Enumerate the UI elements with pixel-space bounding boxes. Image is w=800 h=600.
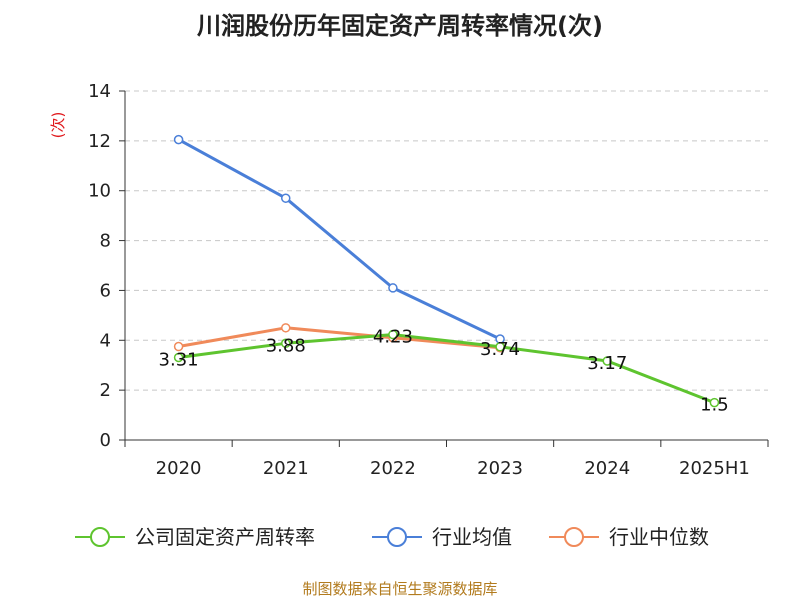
x-tick-label: 2023	[477, 458, 523, 479]
data-label: 3.74	[480, 339, 520, 360]
series-line-2	[177, 326, 502, 350]
legend-marker	[564, 527, 584, 547]
data-point	[388, 329, 398, 340]
data-point	[173, 341, 184, 352]
series-layer	[173, 134, 720, 408]
data-point	[495, 342, 505, 352]
axis-layer: 0 2 4 6 8 10 12 14 2020 2021 2022 2023 2024 2025H1	[88, 81, 769, 479]
data-point	[709, 397, 720, 408]
legend-label: 行业均值	[432, 525, 512, 549]
chart-title: 川润股份历年固定资产周转率情况(次)	[197, 12, 603, 40]
data-point	[281, 323, 291, 333]
data-point	[173, 134, 184, 145]
legend-label: 行业中位数	[609, 525, 709, 549]
legend-marker	[387, 527, 407, 547]
y-tick-label: 2	[100, 380, 111, 401]
x-tick-label: 2022	[370, 458, 416, 479]
y-tick-label: 6	[100, 280, 111, 301]
legend: 公司固定资产周转率 行业均值 行业中位数	[75, 525, 709, 549]
y-tick-label: 14	[88, 81, 111, 102]
data-label: 3.17	[587, 353, 627, 374]
y-tick-label: 4	[100, 330, 111, 351]
y-tick-label: 8	[100, 231, 111, 252]
y-tick-label: 10	[88, 181, 111, 202]
data-label-layer: 3.31 3.88 4.23 3.74 3.17 1.5	[159, 327, 729, 416]
grid-layer	[125, 90, 768, 391]
x-tick-label: 2025H1	[679, 458, 750, 479]
x-tick-label: 2020	[156, 458, 202, 479]
y-tick-label: 0	[100, 430, 111, 451]
data-point	[173, 352, 184, 363]
data-point	[281, 193, 291, 203]
source-note: 制图数据来自恒生聚源数据库	[302, 580, 497, 598]
series-line-1	[177, 138, 502, 341]
data-label: 4.23	[373, 327, 413, 348]
data-point	[281, 338, 291, 349]
series-line-0	[177, 333, 716, 405]
data-point	[602, 356, 612, 366]
y-axis-unit-label: (次)	[49, 112, 67, 139]
legend-label: 公司固定资产周转率	[135, 525, 315, 549]
y-tick-label: 12	[88, 131, 111, 152]
x-tick-label: 2024	[584, 458, 630, 479]
data-label: 3.88	[266, 335, 306, 356]
legend-marker	[90, 527, 110, 547]
data-point	[388, 283, 398, 293]
data-label: 3.31	[159, 349, 199, 370]
x-tick-label: 2021	[263, 458, 309, 479]
data-label: 1.5	[700, 395, 729, 416]
